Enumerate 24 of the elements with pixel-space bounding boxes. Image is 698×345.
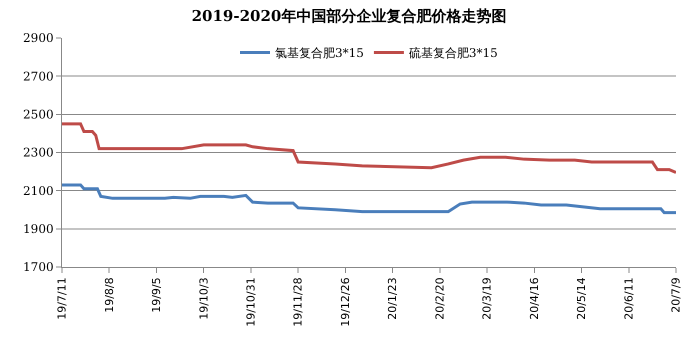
y-tick-label: 2500 — [23, 108, 54, 122]
x-tick-label: 19/11/28 — [292, 277, 305, 327]
x-tick-label: 20/2/20 — [433, 277, 446, 320]
chart-title: 2019-2020年中国部分企业复合肥价格走势图 — [192, 6, 506, 25]
x-tick-label: 19/9/5 — [150, 277, 164, 313]
y-tick-label: 2900 — [23, 31, 54, 46]
x-tick-label: 20/6/11 — [622, 277, 636, 320]
x-tick-label: 20/1/23 — [386, 277, 400, 320]
y-tick-label: 2300 — [23, 146, 54, 160]
y-tick-label: 2100 — [23, 184, 54, 198]
x-tick-label: 19/12/26 — [338, 277, 352, 327]
y-tick-label: 1700 — [23, 260, 54, 274]
x-tick-label: 20/3/19 — [480, 277, 494, 320]
x-tick-label: 19/8/8 — [102, 277, 116, 313]
legend-label: 硫基复合肥3*15 — [408, 46, 498, 60]
y-tick-label: 1900 — [23, 222, 54, 236]
x-tick-label: 19/10/31 — [244, 277, 258, 327]
y-tick-label: 2700 — [23, 69, 54, 84]
x-tick-label: 19/10/3 — [197, 277, 210, 320]
x-tick-label: 20/7/9 — [670, 277, 683, 313]
x-tick-label: 19/7/11 — [56, 277, 69, 320]
x-tick-label: 20/5/14 — [575, 277, 588, 320]
legend-label: 氯基复合肥3*15 — [275, 46, 364, 60]
x-tick-label: 20/4/16 — [528, 277, 541, 320]
